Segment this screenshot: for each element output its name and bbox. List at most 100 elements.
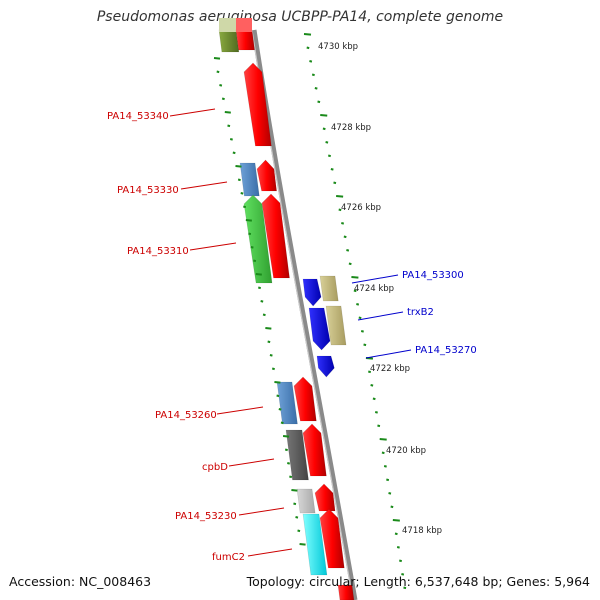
gc-dot (330, 168, 334, 171)
axis-tick-label: 4720 kbp (386, 446, 426, 456)
gc-dot (248, 232, 252, 236)
gene-label-left[interactable]: PA14_53230 (175, 511, 237, 522)
label-leader (228, 458, 275, 467)
gc-dot (348, 262, 352, 266)
label-leader (238, 507, 285, 516)
accession-text: Accession: NC_008463 (9, 574, 152, 589)
gc-dot (358, 316, 362, 320)
gc-dot (289, 475, 293, 479)
gc-dot (351, 276, 359, 279)
gc-dot (269, 354, 273, 357)
label-leader (189, 242, 237, 251)
axis-tick-label: 4724 kbp (354, 284, 394, 294)
gc-dot (229, 138, 233, 141)
gene-arrow-reverse (302, 278, 322, 307)
gene-arrow-forward (243, 194, 273, 284)
axis-tick-label: 4730 kbp (318, 42, 358, 52)
gc-dot (255, 273, 262, 276)
gc-dot (306, 46, 310, 50)
gene-arrow-forward (256, 159, 277, 192)
gene-label-right[interactable]: trxB2 (407, 307, 434, 318)
gene-label-left[interactable]: PA14_53340 (107, 111, 169, 122)
gc-dot (341, 222, 345, 225)
gc-dot (227, 124, 231, 128)
gene-arrow-reverse (316, 355, 335, 378)
gc-dot (317, 100, 321, 104)
gene-label-left[interactable]: fumC2 (212, 552, 245, 563)
gc-dot (356, 303, 360, 306)
gc-dot (284, 448, 288, 452)
gene-label-left[interactable]: PA14_53330 (117, 185, 179, 196)
axis-tick-label: 4726 kbp (341, 203, 381, 213)
gc-dot (368, 370, 372, 374)
gene-features (218, 18, 355, 600)
gene-label-right[interactable]: PA14_53270 (415, 345, 477, 356)
gc-dot (287, 462, 291, 465)
gc-dot (267, 340, 271, 344)
gene-feature (239, 162, 260, 197)
gc-dot (232, 151, 236, 155)
gc-dot (314, 87, 318, 90)
gene-feature (285, 429, 309, 481)
gene-feature (236, 18, 252, 32)
gc-dot (381, 451, 385, 455)
axis-tick-label: 4718 kbp (402, 526, 442, 536)
gene-arrow-forward (302, 423, 327, 477)
gc-dot (240, 192, 244, 195)
gc-dot (309, 60, 313, 63)
gc-dot (237, 178, 241, 182)
label-leader (216, 406, 264, 415)
gc-dot (276, 394, 280, 398)
gene-label-left[interactable]: PA14_53260 (155, 410, 217, 421)
label-leader (365, 349, 412, 359)
gc-dot (235, 165, 242, 168)
gc-dot (343, 235, 347, 239)
right-gene-labels: PA14_53300 trxB2 PA14_53270 (351, 270, 477, 359)
gc-dot (271, 367, 275, 371)
gc-dot (295, 516, 299, 519)
gc-dot (353, 289, 357, 293)
gc-dot (328, 154, 331, 158)
gc-dots (213, 33, 407, 590)
topology-text: Topology: circular; Length: 6,537,648 bp… (246, 574, 590, 589)
gene-feature (296, 488, 316, 514)
gc-dot (377, 424, 381, 428)
label-leader (169, 108, 216, 117)
gc-dot (219, 84, 223, 87)
gc-dot (291, 489, 298, 492)
gene-label-left[interactable]: cpbD (202, 462, 228, 473)
gene-feature (337, 584, 355, 600)
gc-dot (401, 573, 405, 576)
gc-dot (363, 343, 367, 347)
gc-dot (293, 502, 297, 506)
genome-title: Pseudomonas aeruginosa UCBPP-PA14, compl… (96, 9, 504, 25)
gene-feature (219, 18, 236, 32)
gc-dot (372, 397, 376, 401)
gc-dot (216, 70, 220, 74)
gc-dot (403, 586, 407, 590)
gc-dot (338, 208, 342, 212)
left-gene-labels: PA14_53340 PA14_53330 PA14_53310 PA14_53… (107, 108, 293, 563)
label-leader (247, 548, 293, 557)
gene-label-right[interactable]: PA14_53300 (402, 270, 464, 281)
axis-tick-label: 4722 kbp (370, 364, 410, 374)
gc-dot (250, 246, 254, 249)
gc-dot (396, 546, 400, 549)
gene-label-left[interactable]: PA14_53310 (127, 246, 189, 257)
gene-arrow-forward (293, 376, 317, 422)
gc-dot (245, 219, 252, 222)
gc-dot (274, 381, 281, 384)
gene-feature (325, 305, 347, 346)
gc-dot (392, 519, 400, 522)
gc-dot (311, 73, 315, 77)
gc-dot (360, 330, 364, 333)
gene-arrow-forward (261, 193, 290, 279)
gc-dot (282, 435, 290, 438)
gene-arrow-forward (243, 62, 272, 147)
gc-dot (297, 529, 301, 533)
gene-arrow-reverse (308, 307, 331, 351)
gene-feature (302, 513, 328, 576)
gene-feature (319, 275, 339, 302)
gc-dot (262, 313, 266, 317)
gc-dot (346, 249, 350, 252)
